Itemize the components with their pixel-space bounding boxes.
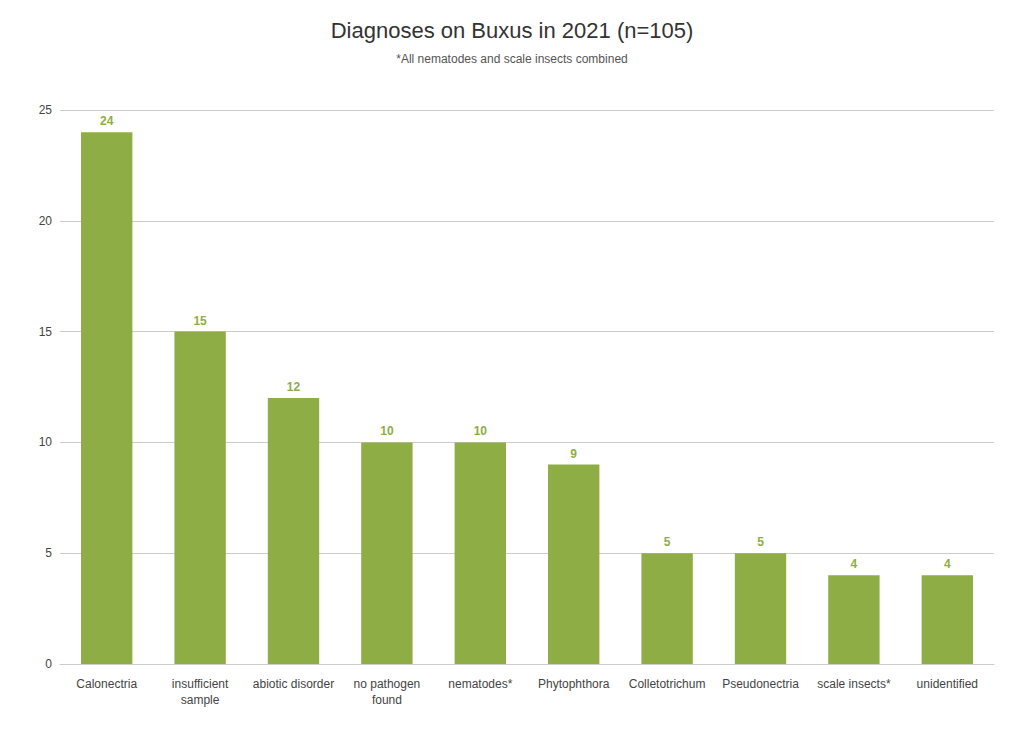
svg-text:Pseudonectria: Pseudonectria <box>722 677 799 691</box>
svg-text:Diagnoses on Buxus in 2021 (n=: Diagnoses on Buxus in 2021 (n=105) <box>331 18 694 43</box>
svg-text:Phytophthora: Phytophthora <box>538 677 610 691</box>
svg-text:9: 9 <box>570 447 577 461</box>
svg-text:15: 15 <box>193 314 207 328</box>
svg-text:Calonectria: Calonectria <box>76 677 137 691</box>
svg-text:5: 5 <box>45 546 52 560</box>
svg-text:4: 4 <box>944 557 951 571</box>
svg-text:no pathogen: no pathogen <box>354 677 421 691</box>
svg-text:4: 4 <box>851 557 858 571</box>
svg-text:found: found <box>372 693 402 707</box>
svg-text:scale insects*: scale insects* <box>817 677 891 691</box>
svg-text:0: 0 <box>45 657 52 671</box>
svg-text:abiotic disorder: abiotic disorder <box>253 677 334 691</box>
svg-text:Colletotrichum: Colletotrichum <box>629 677 706 691</box>
svg-text:unidentified: unidentified <box>917 677 978 691</box>
svg-text:*All nematodes and scale insec: *All nematodes and scale insects combine… <box>396 52 627 66</box>
svg-text:10: 10 <box>380 424 394 438</box>
svg-text:10: 10 <box>39 435 53 449</box>
svg-text:12: 12 <box>287 380 301 394</box>
svg-text:5: 5 <box>757 535 764 549</box>
svg-text:insufficient: insufficient <box>172 677 229 691</box>
svg-text:24: 24 <box>100 114 114 128</box>
svg-text:nematodes*: nematodes* <box>448 677 512 691</box>
svg-text:20: 20 <box>39 214 53 228</box>
svg-text:sample: sample <box>181 693 220 707</box>
svg-text:15: 15 <box>39 325 53 339</box>
svg-text:5: 5 <box>664 535 671 549</box>
svg-text:25: 25 <box>39 103 53 117</box>
svg-text:10: 10 <box>474 424 488 438</box>
